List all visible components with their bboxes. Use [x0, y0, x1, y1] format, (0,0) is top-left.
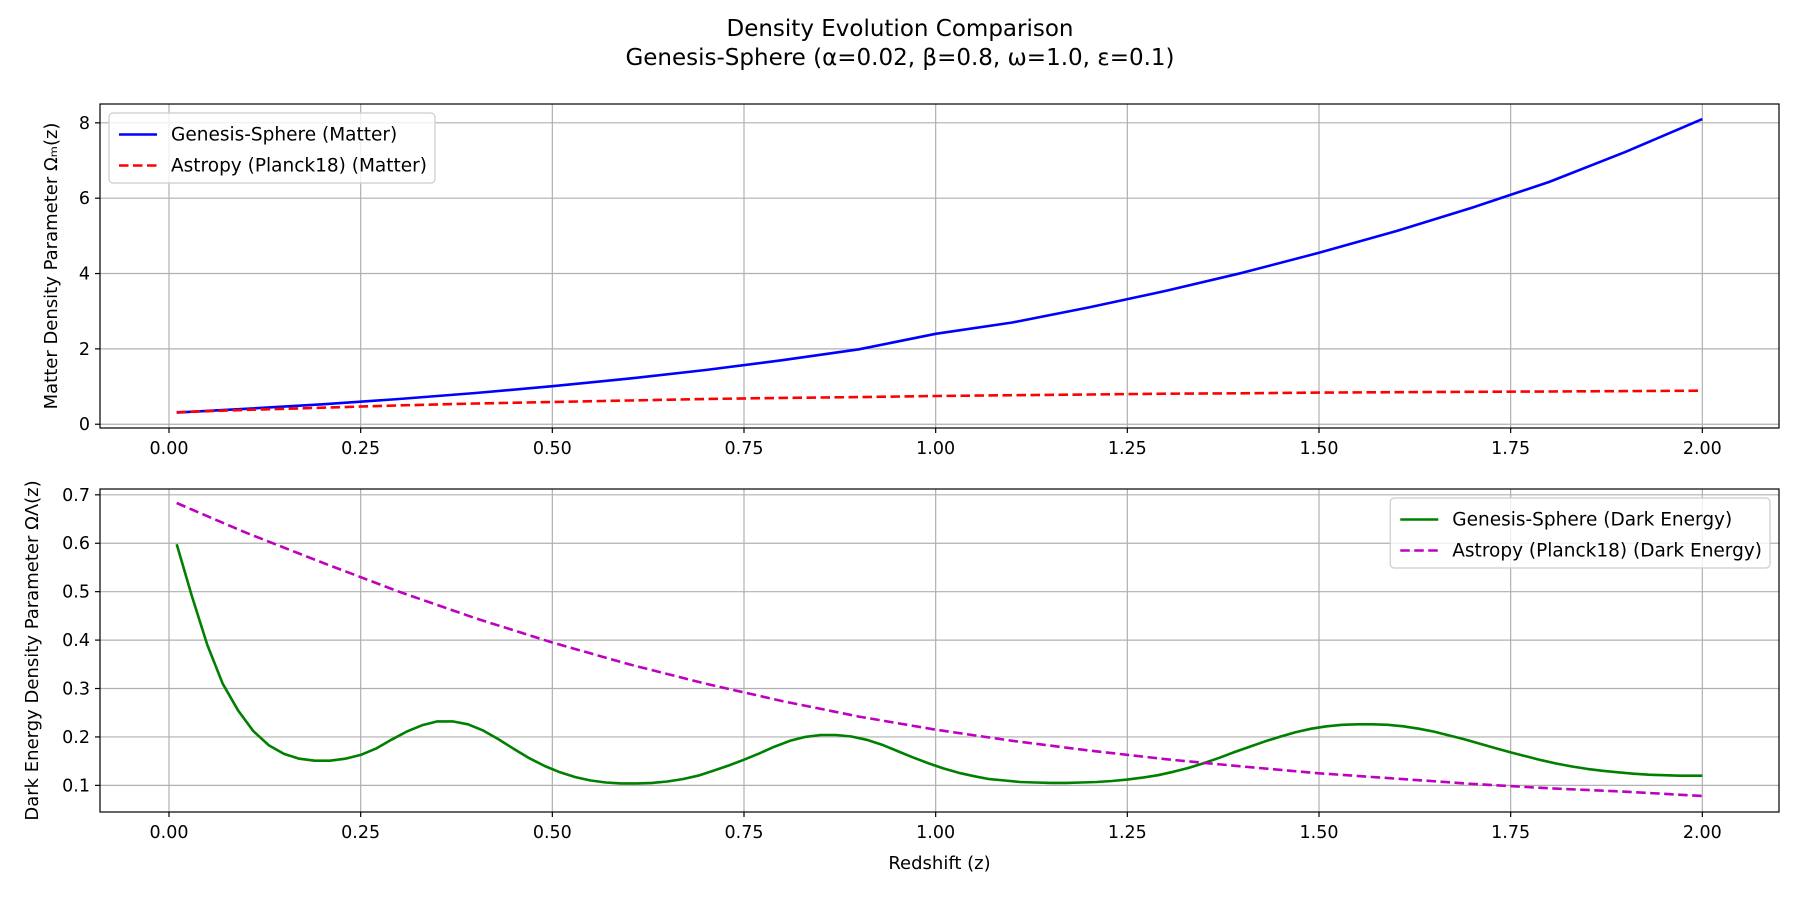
plot-frame: [99, 488, 1780, 813]
y-tick-label: 4: [79, 265, 90, 285]
y-tick-label: 0.4: [62, 631, 90, 651]
y-tick-label: 0.3: [62, 680, 90, 700]
x-tick-label: 0.75: [725, 439, 764, 459]
figure-title: Density Evolution Comparison: [726, 16, 1073, 42]
y-tick-label: 0.1: [62, 776, 90, 796]
legend-label-2: Astropy (Planck18) (Matter): [171, 156, 427, 177]
plot-frame: [99, 103, 1780, 429]
matter-density-panel: 0.00 0.25 0.50 0.75 1.00 1.25 1.50 1.75 2.00 0 2 4 6…: [41, 103, 1780, 459]
x-tick-label: 2.00: [1683, 823, 1722, 843]
series-line-2: [176, 389, 1703, 414]
x-tick-label: 0.00: [150, 823, 189, 843]
x-tick-label: 0.75: [725, 823, 764, 843]
y-tick-label: 0.2: [62, 728, 90, 748]
y-tick-label: 0.5: [62, 583, 90, 603]
y-tick-label: 0.6: [62, 534, 90, 554]
series-line-2: [176, 501, 1703, 798]
y-tick-label: 2: [79, 340, 90, 360]
x-tick-label: 0.50: [533, 439, 572, 459]
legend-label-2: Astropy (Planck18) (Dark Energy): [1452, 541, 1762, 562]
x-tick-label: 1.00: [916, 823, 955, 843]
series-line-1: [176, 117, 1703, 414]
legend-label-1: Genesis-Sphere (Matter): [171, 125, 397, 146]
y-tick-label: 6: [79, 189, 90, 209]
x-tick-label: 1.25: [1108, 439, 1147, 459]
y-axis-label: Dark Energy Density Parameter ΩΛ(z): [22, 480, 43, 820]
legend: Genesis-Sphere (Matter) Astropy (Planck18…: [108, 112, 436, 184]
y-axis-label: Matter Density Parameter Ωₘ(z): [41, 123, 62, 410]
x-tick-label: 0.25: [341, 439, 380, 459]
y-tick-label: 0: [79, 415, 90, 435]
x-tick-label: 1.25: [1108, 823, 1147, 843]
legend-frame: [108, 112, 436, 184]
series-line-1: [175, 543, 1703, 785]
x-tick-label: 0.00: [150, 439, 189, 459]
legend-label-1: Genesis-Sphere (Dark Energy): [1452, 510, 1732, 531]
x-tick-label: 2.00: [1683, 439, 1722, 459]
x-tick-label: 0.25: [341, 823, 380, 843]
x-tick-label: 0.50: [533, 823, 572, 843]
y-tick-label: 0.7: [62, 486, 90, 506]
figure-subtitle: Genesis-Sphere (α=0.02, β=0.8, ω=1.0, ε=…: [625, 45, 1174, 71]
legend: Genesis-Sphere (Dark Energy) Astropy (Pla…: [1389, 497, 1771, 569]
x-tick-label: 1.00: [916, 439, 955, 459]
y-tick-label: 8: [79, 114, 90, 134]
x-axis-label: Redshift (z): [888, 853, 990, 874]
x-tick-label: 1.50: [1300, 439, 1339, 459]
x-tick-label: 1.75: [1491, 823, 1530, 843]
x-tick-label: 1.75: [1491, 439, 1530, 459]
dark-energy-density-panel: 0.00 0.25 0.50 0.75 1.00 1.25 1.50 1.75 2.00 0.1 0…: [22, 480, 1780, 874]
legend-frame: [1389, 497, 1771, 569]
x-tick-label: 1.50: [1300, 823, 1339, 843]
